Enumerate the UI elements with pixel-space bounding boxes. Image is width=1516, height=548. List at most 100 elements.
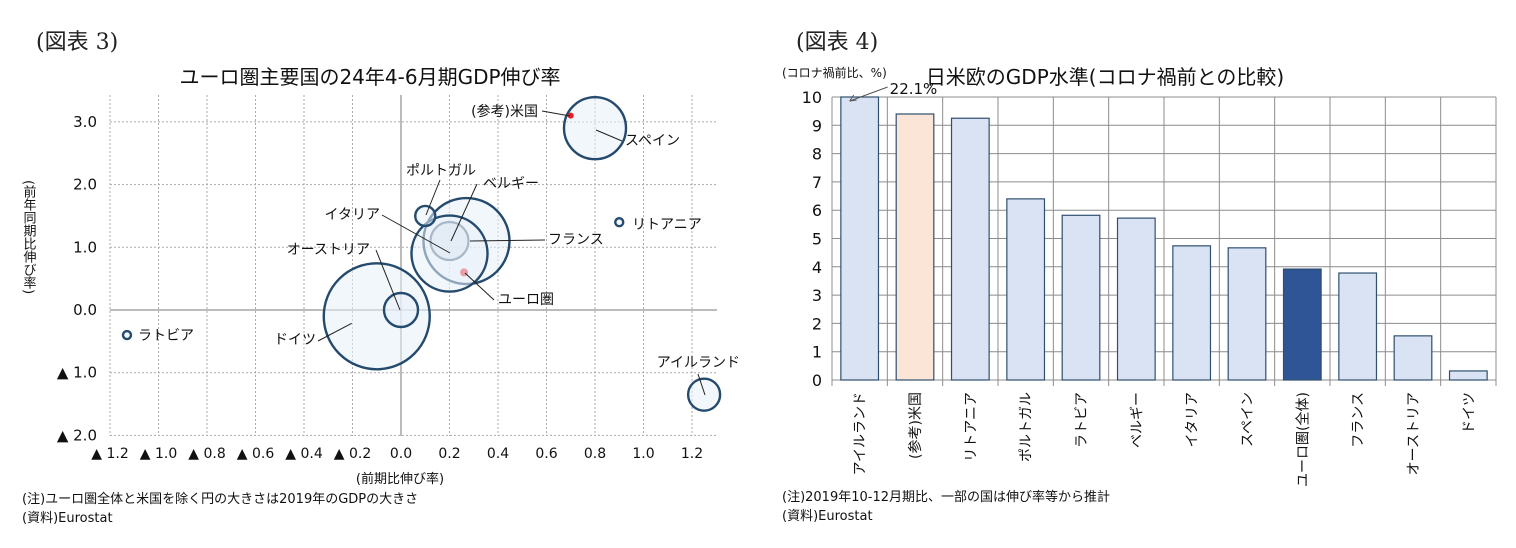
scatter-ylabel: (前年同期比伸び率) (21, 180, 37, 294)
leader-line (425, 179, 441, 216)
leader-line (450, 183, 478, 242)
x-tick-label: ドイツ (1461, 392, 1477, 434)
bar-grid (831, 96, 1497, 386)
bar (895, 113, 935, 381)
bar-title: 日米欧のGDP水準(コロナ禍前との比較) (926, 65, 1284, 89)
arrow-head-icon (849, 94, 857, 102)
x-tick-label: (参考)米国 (907, 392, 924, 459)
leader-line (381, 214, 451, 254)
leader-line (464, 272, 495, 301)
point-label: フランス (548, 232, 604, 248)
bar (1116, 217, 1156, 381)
x-tick-label: ▲ 0.8 (188, 446, 225, 462)
bar-labels: 0 1 2 3 4 5 6 7 8 9 10 アイルランド (参考)米国 リトアニア ポルトガル ラトビア ベル… (802, 80, 1478, 487)
annotation-label: 22.1% (890, 80, 938, 98)
point-label: (参考)米国 (471, 103, 538, 120)
bar-series (840, 96, 1488, 381)
bubble-point (567, 112, 574, 119)
figure4-label: (図表 4) (796, 30, 879, 55)
y-tick-label: 2 (812, 314, 822, 333)
y-tick-label: 5 (812, 230, 822, 249)
bar (840, 96, 880, 381)
figure4-note: (注)2019年10-12月期比、一部の国は伸び率等から推計 (782, 490, 1111, 505)
x-tick-label: 1.2 (681, 446, 703, 462)
point-label: スペイン (625, 133, 680, 149)
figure3-note: (注)ユーロ圏全体と米国を除く円の大きさは2019年のGDPの大きさ (22, 492, 419, 507)
leader-line (541, 110, 571, 117)
bubble-point (322, 262, 431, 371)
y-tick-label: 0.0 (73, 301, 97, 319)
x-tick-label: 1.0 (632, 446, 654, 462)
bubble-point (614, 217, 625, 228)
bar (1061, 214, 1101, 381)
figure3-label: (図表 3) (36, 30, 119, 55)
leader-line (697, 373, 706, 396)
bar (950, 117, 990, 381)
leader-line (317, 322, 352, 342)
scatter-xlabel: (前期比伸び率) (356, 471, 444, 487)
bubble-point (414, 204, 437, 228)
y-tick-label: 3 (812, 286, 822, 305)
x-tick-label: フランス (1351, 392, 1367, 448)
y-tick-label: 1.0 (73, 238, 97, 256)
scatter-points (121, 95, 722, 412)
y-tick-label: 6 (812, 201, 822, 220)
y-tick-label: ▲ 1.0 (57, 364, 97, 382)
y-tick-label: 9 (812, 116, 822, 135)
bar (1393, 335, 1433, 381)
point-label: ベルギー (483, 176, 539, 192)
figure3-source: (資料)Eurostat (22, 511, 113, 526)
bubble-point (686, 377, 722, 412)
y-tick-label: 10 (802, 88, 822, 107)
scatter-title: ユーロ圏主要国の24年4-6月期GDP伸び率 (179, 65, 560, 89)
x-tick-label: イタリア (1185, 392, 1201, 447)
annotation-arrow (849, 86, 888, 102)
bar (1172, 245, 1212, 381)
x-tick-label: 0.4 (487, 446, 509, 462)
bar-ylabel: (コロナ禍前比、%) (782, 65, 887, 80)
bar (1282, 268, 1322, 381)
point-label: ラトビア (138, 328, 194, 344)
bubble-point (562, 95, 628, 161)
figure4-source: (資料)Eurostat (782, 509, 873, 524)
x-tick-label: 0.8 (584, 446, 606, 462)
leader-line (469, 239, 546, 242)
point-label: ユーロ圏 (498, 292, 554, 308)
y-tick-label: 1 (812, 343, 822, 362)
x-tick-label: ▲ 1.2 (91, 446, 128, 462)
bar (1227, 247, 1267, 381)
x-tick-label: オーストリア (1406, 392, 1422, 475)
point-label: リトアニア (632, 217, 702, 233)
scatter-chart: ユーロ圏主要国の24年4-6月期GDP伸び率 ▲ 1.2 ▲ 1.0 ▲ 0.8 ▲ … (21, 65, 741, 487)
x-tick-label: リトアニア (963, 392, 979, 462)
point-label: イタリア (325, 207, 380, 223)
y-tick-label: 0 (812, 371, 822, 390)
leader-line (595, 129, 623, 142)
bubble-point (382, 291, 420, 329)
x-tick-label: ▲ 0.4 (285, 446, 323, 462)
bar (1448, 370, 1488, 381)
bar (1338, 272, 1378, 381)
point-label: ポルトガル (406, 163, 476, 179)
x-tick-label: 0.2 (438, 446, 460, 462)
y-tick-label: ▲ 2.0 (57, 426, 97, 444)
x-tick-label: 0.0 (390, 446, 412, 462)
y-tick-label: 3.0 (73, 113, 97, 131)
x-tick-label: ユーロ圏(全体) (1294, 392, 1311, 487)
x-tick-label: ベルギー (1129, 392, 1145, 448)
leader-line (375, 249, 401, 311)
point-label: オーストリア (287, 242, 370, 258)
bar (1006, 198, 1046, 381)
point-label: アイルランド (657, 355, 740, 371)
x-tick-label: ラトビア (1074, 392, 1090, 448)
y-tick-label: 2.0 (73, 176, 97, 194)
y-tick-label: 4 (812, 258, 822, 277)
x-tick-label: ▲ 0.6 (237, 446, 275, 462)
x-tick-label: 0.6 (535, 446, 557, 462)
x-tick-label: アイルランド (853, 392, 869, 475)
y-tick-label: 7 (812, 173, 822, 192)
x-tick-label: ▲ 0.2 (334, 446, 371, 462)
y-tick-label: 8 (812, 145, 822, 164)
